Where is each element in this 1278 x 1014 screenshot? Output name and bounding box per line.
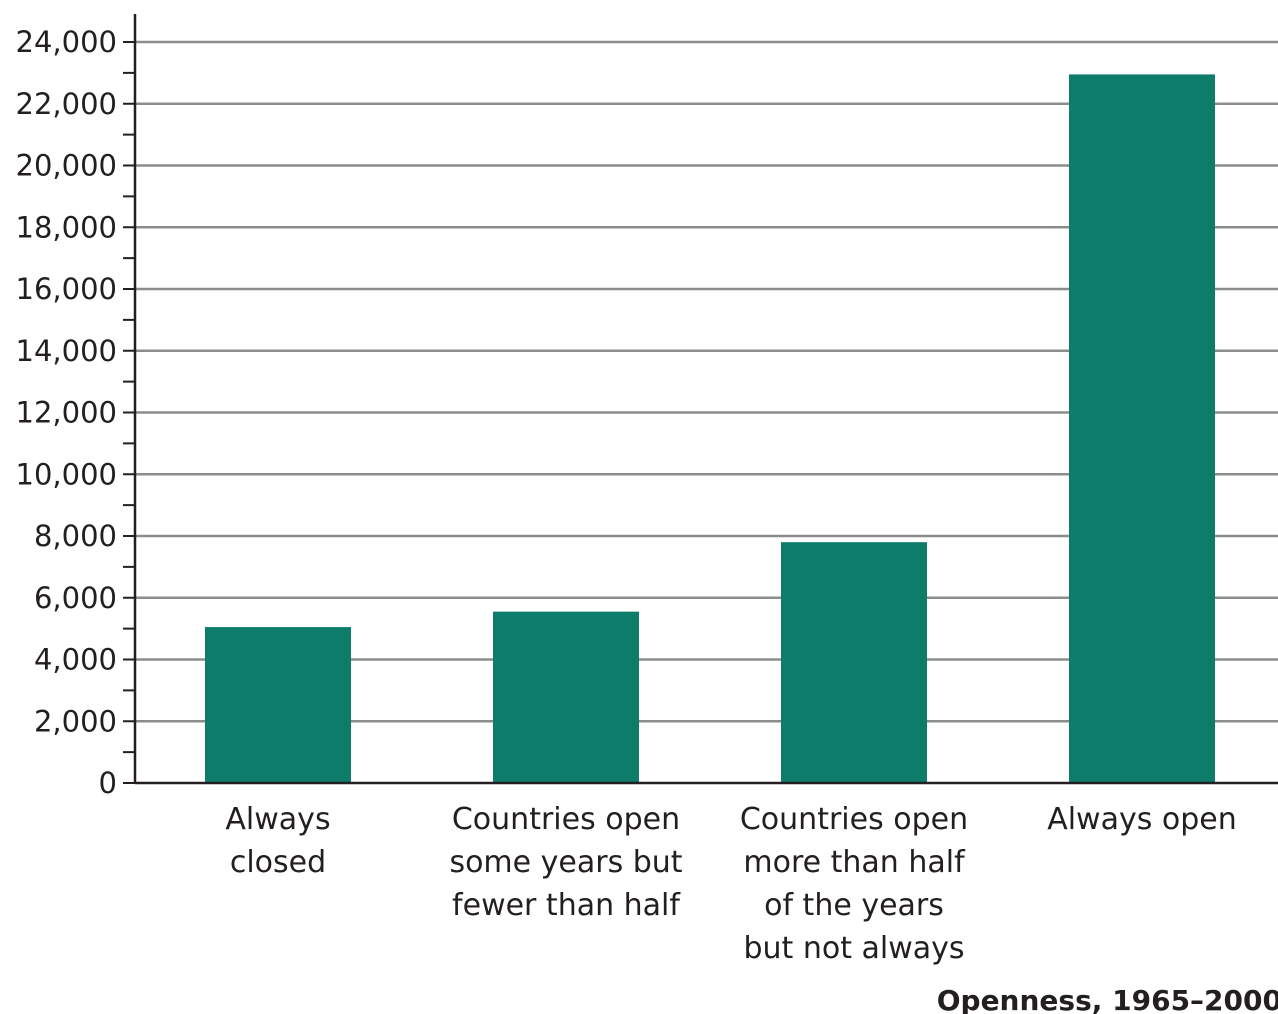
y-tick-label: 12,000 — [16, 396, 117, 430]
bar — [1069, 74, 1215, 783]
y-tick-label: 24,000 — [16, 25, 117, 59]
y-tick-label: 2,000 — [34, 704, 117, 738]
x-axis-title: Openness, 1965–2000 — [937, 984, 1278, 1014]
bar — [781, 542, 927, 783]
y-tick-label: 0 — [99, 766, 117, 800]
y-tick-label: 18,000 — [16, 210, 117, 244]
x-category-label: Countries open more than half of the years… — [740, 802, 968, 966]
axes — [133, 14, 1278, 785]
y-tick-label: 14,000 — [16, 334, 117, 368]
x-axis-categories: Always closed Countries open some years but… — [225, 802, 1236, 966]
y-tick-label: 16,000 — [16, 272, 117, 306]
y-tick-label: 8,000 — [34, 519, 117, 553]
x-category-label: Countries open some years but fewer than h… — [449, 802, 682, 923]
bar — [493, 611, 639, 783]
y-tick-label: 6,000 — [34, 581, 117, 615]
y-tick-label: 22,000 — [16, 87, 117, 121]
bar — [205, 627, 351, 783]
y-tick-label: 10,000 — [16, 457, 117, 491]
y-tick-label: 4,000 — [34, 643, 117, 677]
x-category-label: Always closed — [225, 802, 330, 880]
y-tick-label: 20,000 — [16, 149, 117, 183]
y-axis-ticks: 0 2,000 4,000 6,000 8,000 10,000 12,000 14,000 1… — [16, 25, 135, 800]
bars — [205, 74, 1215, 783]
x-category-label: Always open — [1047, 802, 1237, 837]
